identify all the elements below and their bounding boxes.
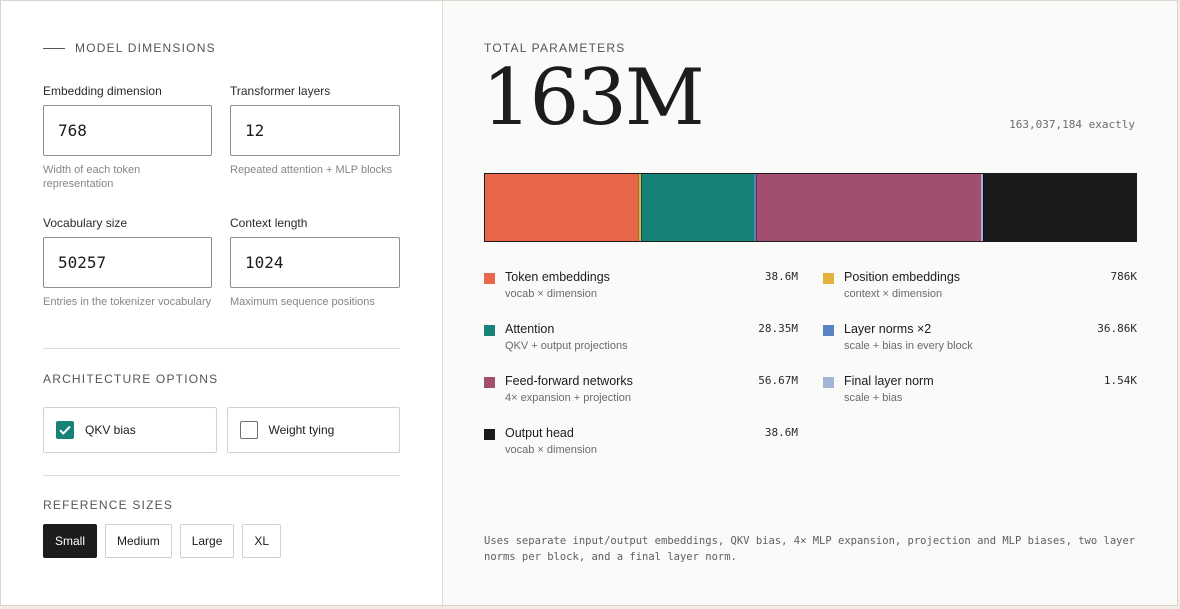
- legend-swatch: [484, 325, 495, 336]
- legend-name: Position embeddings: [844, 270, 961, 284]
- field-context-length: Context length Maximum sequence position…: [230, 216, 400, 348]
- bar-segment: [638, 174, 642, 241]
- section-divider: [43, 475, 400, 476]
- legend-swatch: [484, 273, 495, 284]
- embedding-dimension-input[interactable]: [43, 105, 212, 156]
- legend-value: 28.35M: [758, 322, 798, 335]
- legend-item: Token embeddings vocab × dimension 38.6M: [484, 269, 798, 305]
- legend-item: Feed-forward networks 4× expansion + proj…: [484, 373, 798, 409]
- architecture-footnote: Uses separate input/output embeddings, Q…: [484, 535, 1136, 563]
- legend-value: 36.86K: [1097, 322, 1137, 335]
- legend-description: 4× expansion + projection: [505, 392, 631, 404]
- field-transformer-layers: Transformer layers Repeated attention + …: [230, 84, 400, 216]
- model-dimensions-heading: MODEL DIMENSIONS: [43, 41, 400, 55]
- exact-parameter-count: 163,037,184 exactly: [1009, 118, 1135, 131]
- legend-item: Final layer norm scale + bias 1.54K: [823, 373, 1137, 409]
- legend-description: vocab × dimension: [505, 444, 598, 456]
- bar-segment: [982, 174, 1136, 241]
- qkv-bias-checkbox[interactable]: [56, 421, 74, 439]
- field-vocabulary-size: Vocabulary size Entries in the tokenizer…: [43, 216, 212, 348]
- size-small-button[interactable]: Small: [43, 524, 98, 558]
- check-icon: [59, 425, 71, 435]
- legend-description: context × dimension: [844, 288, 943, 300]
- legend-value: 38.6M: [764, 426, 798, 439]
- field-help: Entries in the tokenizer vocabulary: [43, 296, 212, 308]
- transformer-layers-input[interactable]: [230, 105, 400, 156]
- weight-tying-checkbox[interactable]: [239, 421, 258, 439]
- legend-swatch: [823, 325, 834, 336]
- legend-text: Final layer norm scale + bias: [844, 373, 1104, 409]
- field-label: Vocabulary size: [43, 216, 128, 230]
- weight-tying-label: Weight tying: [268, 423, 335, 437]
- parameter-breakdown-bar: [484, 173, 1137, 242]
- bar-segment: [753, 174, 756, 241]
- legend-name: Final layer norm: [844, 374, 934, 388]
- legend-item: Output head vocab × dimension 38.6M: [484, 425, 798, 461]
- architecture-heading: ARCHITECTURE OPTIONS: [43, 372, 219, 386]
- size-large-button[interactable]: Large: [179, 524, 235, 558]
- legend-swatch: [484, 377, 495, 388]
- results-panel: TOTAL PARAMETERS 163M 163,037,184 exactl…: [443, 1, 1177, 605]
- legend-description: QKV + output projections: [505, 340, 628, 352]
- bar-segment: [641, 174, 754, 241]
- legend-swatch: [823, 273, 834, 284]
- legend-item: Position embeddings context × dimension 78…: [823, 269, 1137, 305]
- legend-swatch: [823, 377, 834, 388]
- legend-value: 1.54K: [1103, 374, 1137, 387]
- legend-value: 56.67M: [758, 374, 798, 387]
- legend-name: Output head: [505, 426, 574, 440]
- field-help: Repeated attention + MLP blocks: [230, 164, 393, 176]
- total-parameters-label: TOTAL PARAMETERS: [484, 41, 626, 55]
- legend-value: 786K: [1110, 270, 1138, 283]
- legend-item: Layer norms ×2 scale + bias in every bloc…: [823, 321, 1137, 357]
- vocabulary-size-input[interactable]: [43, 237, 212, 288]
- context-length-input[interactable]: [230, 237, 400, 288]
- bar-segment: [485, 174, 639, 241]
- weight-tying-option[interactable]: Weight tying: [226, 407, 400, 453]
- legend-item: Attention QKV + output projections 28.35M: [484, 321, 798, 357]
- legend-name: Layer norms ×2: [844, 322, 932, 336]
- legend-text: Feed-forward networks 4× expansion + proj…: [505, 373, 758, 409]
- legend-text: Output head vocab × dimension: [505, 425, 765, 461]
- section-divider: [43, 348, 400, 349]
- legend-swatch: [484, 429, 495, 440]
- qkv-bias-option[interactable]: QKV bias: [43, 407, 217, 453]
- legend-text: Position embeddings context × dimension: [844, 269, 1111, 305]
- model-dimensions-title: MODEL DIMENSIONS: [75, 41, 216, 55]
- reference-sizes-heading: REFERENCE SIZES: [43, 498, 174, 512]
- legend-text: Layer norms ×2 scale + bias in every bloc…: [844, 321, 1097, 357]
- total-parameters-value: 163M: [482, 53, 705, 143]
- controls-panel: MODEL DIMENSIONS Embedding dimension Wid…: [1, 1, 443, 605]
- size-xl-button[interactable]: XL: [242, 524, 282, 558]
- bar-segment: [755, 174, 981, 241]
- field-label: Context length: [230, 216, 308, 230]
- legend-text: Token embeddings vocab × dimension: [505, 269, 765, 305]
- dimension-fields: Embedding dimension Width of each token …: [43, 84, 400, 348]
- legend-description: scale + bias in every block: [844, 340, 973, 352]
- legend-name: Attention: [505, 322, 555, 336]
- field-label: Embedding dimension: [43, 84, 162, 98]
- field-help: Maximum sequence positions: [230, 296, 375, 308]
- reference-size-buttons: Small Medium Large XL: [43, 524, 400, 558]
- legend-value: 38.6M: [764, 270, 798, 283]
- field-help: Width of each token representation: [43, 164, 141, 190]
- heading-rule: [43, 47, 65, 49]
- architecture-options: QKV bias Weight tying: [43, 407, 400, 453]
- qkv-bias-label: QKV bias: [85, 423, 136, 437]
- legend-description: scale + bias: [844, 392, 903, 404]
- legend-name: Token embeddings: [505, 270, 610, 284]
- legend-name: Feed-forward networks: [505, 374, 633, 388]
- legend-text: Attention QKV + output projections: [505, 321, 758, 357]
- field-label: Transformer layers: [230, 84, 331, 98]
- bar-segment: [980, 174, 983, 241]
- field-embedding-dimension: Embedding dimension Width of each token …: [43, 84, 212, 216]
- legend-description: vocab × dimension: [505, 288, 598, 300]
- parameter-legend: Token embeddings vocab × dimension 38.6M Po…: [484, 269, 1137, 461]
- size-medium-button[interactable]: Medium: [105, 524, 172, 558]
